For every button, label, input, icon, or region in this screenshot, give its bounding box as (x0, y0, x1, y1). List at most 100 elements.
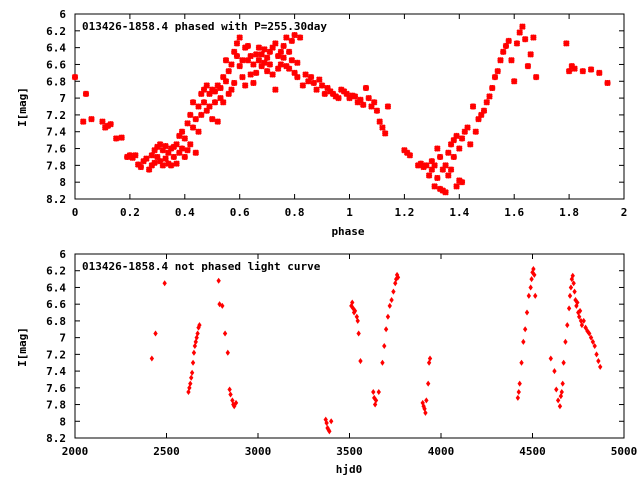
phased-data-point (329, 90, 337, 98)
phased-data-point (489, 84, 496, 92)
phased-data-point (458, 178, 466, 186)
phased-data-point (434, 174, 441, 182)
unphased-x-tick-label: 3000 (245, 445, 272, 458)
phased-data-point (247, 71, 254, 78)
unphased-data-point (565, 322, 570, 329)
phased-data-point (195, 128, 202, 135)
phased-data-point (445, 149, 452, 156)
unphased-data-point (149, 355, 155, 362)
phased-x-axis-label: phase (331, 225, 364, 238)
phased-data-point (239, 73, 246, 81)
phased-data-point (156, 141, 164, 148)
phased-data-point (250, 79, 257, 87)
phased-data-point (274, 52, 282, 60)
unphased-plot-frame (74, 253, 625, 439)
phased-data-point (233, 52, 241, 60)
phased-data-point (384, 103, 392, 110)
phased-data-point (423, 162, 430, 169)
phased-data-point (228, 86, 235, 93)
phased-data-point (250, 61, 257, 68)
phased-data-point (456, 145, 463, 152)
phased-data-point (214, 118, 221, 125)
phased-y-tick-label: 7.2 (46, 109, 66, 122)
phased-data-point (88, 115, 95, 123)
unphased-data-point (528, 284, 533, 291)
phased-data-point (170, 143, 178, 151)
phased-data-point (184, 147, 191, 154)
unphased-y-tick-label: 6 (59, 248, 66, 261)
unphased-data-point (355, 317, 360, 324)
unphased-data-point (533, 292, 538, 299)
phased-data-point (346, 94, 353, 102)
unphased-data-point (189, 374, 194, 381)
phased-data-point (220, 73, 227, 81)
phased-data-point (206, 90, 213, 98)
phased-data-point (112, 135, 120, 142)
unphased-data-point (515, 394, 521, 401)
phased-x-tick-label: 1.8 (559, 206, 579, 219)
unphased-data-point (195, 330, 200, 337)
phased-data-point (513, 40, 521, 47)
phased-y-tick-label: 8 (59, 176, 66, 189)
phased-data-point (99, 118, 106, 125)
phased-data-point (151, 147, 158, 154)
phased-data-point (461, 128, 468, 135)
unphased-data-point (587, 330, 592, 337)
phased-data-point (82, 90, 90, 98)
phased-data-point (274, 65, 282, 72)
unphased-x-axis-label: hjd0 (336, 463, 363, 476)
phased-data-point (360, 101, 367, 109)
phased-data-point (483, 99, 490, 106)
unphased-data-point (571, 280, 576, 287)
phased-data-point (263, 54, 271, 61)
phased-data-point (228, 61, 235, 68)
phased-y-tick-label: 7.6 (46, 143, 66, 156)
phased-data-point (362, 84, 370, 92)
phased-data-point (192, 149, 199, 156)
phased-data-point (126, 152, 134, 159)
phased-data-point (151, 159, 158, 167)
unphased-data-point (575, 299, 580, 306)
phased-data-point (148, 162, 156, 169)
unphased-data-point (373, 397, 379, 404)
phased-data-point (167, 162, 175, 169)
phased-data-point (272, 86, 279, 93)
phased-data-point (283, 34, 290, 41)
phased-data-point (532, 73, 540, 81)
phased-data-point (579, 67, 587, 75)
unphased-data-point (526, 292, 532, 299)
phased-data-point (445, 172, 452, 179)
phased-data-point (475, 115, 482, 123)
phased-data-point (565, 67, 573, 75)
phased-data-point (291, 31, 298, 39)
phased-data-point (236, 34, 243, 41)
phased-data-point (173, 160, 180, 167)
unphased-y-tick-label: 6.4 (46, 281, 66, 294)
unphased-y-tick-label: 7 (59, 332, 66, 345)
phased-data-point (467, 141, 474, 148)
unphased-data-point (222, 330, 228, 337)
phased-data-point (129, 154, 136, 162)
phased-y-tick-label: 7 (59, 92, 66, 105)
phased-data-point (165, 149, 172, 156)
phased-data-point (222, 57, 230, 64)
phased-data-point (162, 142, 169, 150)
phased-data-point (71, 73, 79, 81)
phased-data-point (252, 69, 260, 77)
phased-data-point (406, 152, 414, 159)
unphased-data-point (555, 397, 561, 404)
phased-data-point (340, 88, 348, 95)
unphased-data-point (187, 384, 192, 391)
phased-x-tick-label: 1 (346, 206, 353, 219)
phased-data-point (313, 86, 320, 93)
unphased-data-point (350, 299, 355, 306)
phased-data-point (148, 152, 156, 159)
unphased-data-point (517, 380, 522, 387)
phased-data-point (178, 128, 186, 135)
phased-data-point (195, 103, 202, 110)
unphased-data-point (581, 317, 586, 324)
phased-data-point (508, 57, 515, 64)
phased-data-point (244, 57, 252, 64)
phased-data-point (305, 78, 312, 85)
phased-data-point (247, 52, 254, 60)
